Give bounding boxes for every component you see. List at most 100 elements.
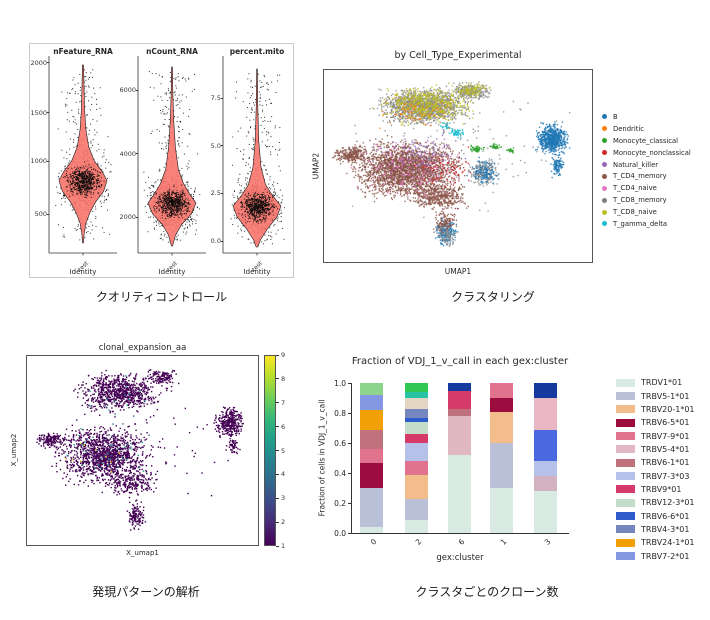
bar-segment (490, 488, 513, 533)
vdj-legend-item: TRBV20-1*01 (616, 403, 695, 416)
bar-segment (405, 422, 428, 434)
y-tick-label: 0.0 (210, 237, 221, 245)
colorbar-tick-label: 6 (281, 422, 286, 431)
colorbar-tickmark (276, 402, 279, 404)
bar-segment (448, 416, 471, 455)
y-tick-label: 7.5 (210, 94, 221, 102)
y-tickmark (136, 216, 138, 218)
vdj-legend-swatch (616, 472, 635, 481)
colorbar-tickmark (276, 497, 279, 499)
y-tick-label: 2.5 (210, 189, 221, 198)
legend-item: Monocyte_classical (602, 135, 691, 147)
legend-label: Dendritic (613, 124, 645, 133)
vdj-legend-swatch (616, 458, 635, 467)
qc-panel: nFeature_RNA nCount_RNA percent.mito Ide… (29, 43, 295, 279)
y-tickmark (221, 240, 223, 242)
colorbar-tickmark (276, 426, 279, 428)
y-tick-label: 2000 (119, 213, 136, 221)
y-tick-label: 1500 (30, 108, 47, 117)
vdj-legend-swatch (616, 538, 635, 547)
vdj-y-tick-label: 0.8 (334, 408, 346, 418)
clonal-xlabel: X_umap1 (126, 549, 159, 557)
colorbar-tick-label: 5 (281, 446, 286, 455)
vdj-legend-item: TRBV7-9*01 (616, 429, 695, 442)
qc-violin-canvas (30, 44, 295, 279)
vdj-legend-item: TRBV6-5*01 (616, 416, 695, 429)
stacked-bar (490, 383, 513, 533)
bar-segment (534, 476, 557, 491)
bar-segment (448, 383, 471, 391)
clonal-canvas (27, 356, 258, 545)
vdj-legend-swatch (616, 392, 635, 401)
vdj-y-tickmark (348, 382, 351, 384)
vdj-y-tick-label: 0.6 (334, 438, 346, 448)
legend-label: T_CD4_memory (613, 172, 667, 181)
y-tick-label: 2000 (30, 58, 47, 67)
umap-celltype-ylabel: UMAP2 (311, 152, 321, 180)
vdj-legend-swatch (616, 498, 635, 507)
vdj-y-tickmark (348, 442, 351, 444)
legend-dot (602, 221, 607, 227)
vdj-legend-label: TRBV5-1*01 (641, 391, 690, 401)
legend-item: Natural_killer (602, 159, 691, 171)
vdj-bars (352, 383, 568, 533)
legend-item: T_gamma_delta (602, 218, 691, 230)
vdj-legend-item: TRBV7-3*03 (616, 469, 695, 482)
violin-xlabel-3: Identity (243, 268, 271, 276)
bar-segment (405, 383, 428, 392)
bar-segment (534, 383, 557, 398)
legend-label: T_CD4_naive (613, 184, 657, 193)
stacked-bar (534, 383, 557, 533)
legend-item: T_CD4_memory (602, 170, 691, 182)
bar-segment (405, 434, 428, 443)
vdj-y-tickmark (348, 412, 351, 414)
legend-dot (602, 209, 607, 215)
bar-segment (405, 498, 428, 520)
violin-xlabel-2: Identity (158, 268, 186, 276)
vdj-legend-swatch (616, 552, 635, 561)
legend-item: Monocyte_nonclassical (602, 147, 691, 159)
colorbar-tickmark (276, 354, 279, 356)
legend-item: T_CD4_naive (602, 182, 691, 194)
clustering-caption: クラスタリング (451, 290, 535, 304)
bar-segment (360, 527, 383, 533)
umap-celltype-title: by Cell_Type_Experimental (394, 50, 522, 61)
stacked-bar (405, 383, 428, 533)
bar-segment (360, 395, 383, 410)
vdj-y-tick-label: 0.2 (334, 498, 346, 508)
vdj-y-tickmark (348, 532, 351, 534)
vdj-legend-label: TRBV24-1*01 (641, 538, 695, 548)
vdj-legend-item: TRDV1*01 (616, 376, 695, 389)
y-tick-label: 5.0 (210, 141, 221, 150)
y-tick-label: 1000 (30, 157, 47, 165)
violin-xlabel-1: Identity (69, 268, 97, 276)
vdj-legend-item: TRBV4-3*01 (616, 523, 695, 536)
colorbar-tickmark (276, 378, 279, 380)
legend-label: Natural_killer (613, 160, 659, 169)
colorbar-tick-label: 1 (281, 542, 286, 550)
vdj-legend-item: TRBV6-1*01 (616, 456, 695, 469)
violin-title-ncount: nCount_RNA (146, 47, 198, 56)
bar-segment (448, 390, 471, 409)
violin-title-nfeature: nFeature_RNA (53, 47, 113, 56)
vdj-legend-item: TRBV5-4*01 (616, 443, 695, 456)
viridis-colorbar (264, 355, 276, 546)
vdj-legend-item: TRBV5-1*01 (616, 389, 695, 402)
vdj-legend: TRDV1*01 TRBV5-1*01 TRBV20-1*01 TRBV6-5*01 T… (616, 376, 695, 563)
y-tick-label: 4000 (119, 149, 136, 158)
bar-segment (448, 455, 471, 533)
bar-segment (405, 519, 428, 533)
vdj-legend-label: TRBV6-6*01 (641, 511, 690, 521)
colorbar-tick-label: 2 (281, 518, 286, 527)
legend-label: T_CD8_naive (613, 208, 657, 217)
legend-dot (602, 185, 607, 191)
bar-segment (405, 461, 428, 475)
bar-segment (490, 398, 513, 412)
vdj-y-tickmark (348, 502, 351, 504)
colorbar-tick-label: 4 (281, 470, 286, 479)
y-tickmark (221, 192, 223, 194)
violin-title-mito: percent.mito (229, 47, 285, 56)
bar-segment (534, 429, 557, 461)
legend-label: Monocyte_classical (613, 136, 679, 145)
vdj-legend-label: TRBV5-4*01 (641, 444, 690, 454)
